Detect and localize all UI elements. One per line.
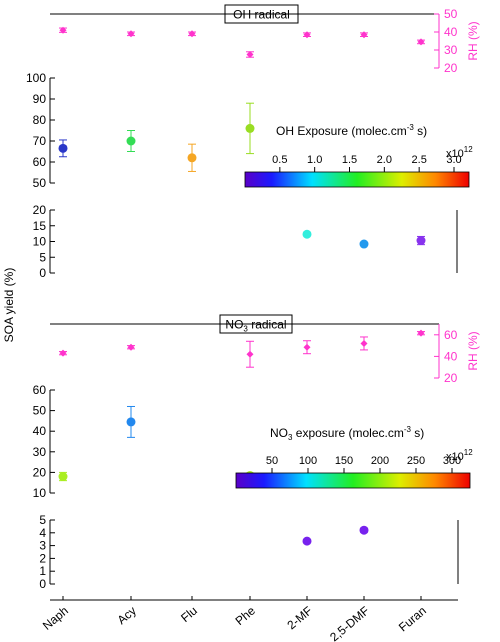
oh-upper-tick-label: 70 <box>33 134 47 148</box>
x-tick-label-2-MF: 2-MF <box>284 604 314 633</box>
oh-lower-point-2-MF <box>302 229 312 239</box>
no3-rh-point-Acy <box>127 343 135 351</box>
oh-rh-tick-label: 50 <box>444 7 458 21</box>
no3-colorbar-label: NO3 exposure (molec.cm-3 s) <box>270 425 424 442</box>
no3-rh-tick-label: 60 <box>444 328 458 342</box>
oh-cb-tick-label: 2.5 <box>412 154 427 166</box>
oh-lower-tick-label: 15 <box>33 219 47 233</box>
no3-colorbar-ticks: 50 100 150 200 250 300 <box>266 455 461 473</box>
no3-colorbar-multiplier: x1012 <box>446 448 473 463</box>
oh-upper-tick-label: 90 <box>33 92 47 106</box>
oh-rh-tick-label: 40 <box>444 25 458 39</box>
oh-lower-tick-label: 10 <box>33 235 47 249</box>
oh-rh-tick-label: 30 <box>444 43 458 57</box>
no3-lower-point-2,5-DMF <box>359 525 369 535</box>
no3-rh-point-Naph <box>59 349 67 357</box>
no3-cb-tick-label: 100 <box>299 455 317 467</box>
oh-upper-tick-label: 60 <box>33 155 47 169</box>
no3-lower-tick-label: 0 <box>39 577 46 591</box>
x-tick-label-Acy: Acy <box>115 604 139 628</box>
no3-upper-point-Acy <box>126 417 136 427</box>
oh-rh-point-Naph <box>59 26 67 34</box>
no3-cb-tick-label: 300 <box>443 455 461 467</box>
no3-upper-point-Naph <box>58 472 68 482</box>
no3-rh-point-Phe <box>246 350 254 358</box>
no3-rh-tick-label: 40 <box>444 349 458 363</box>
oh-rh-panel: 50 40 30 20 RH (%) <box>50 7 480 75</box>
x-axis: Naph Acy Flu Phe 2-MF 2,5-DMF Furan <box>40 596 458 642</box>
oh-upper-point-Acy <box>126 136 136 146</box>
oh-rh-point-Phe <box>246 51 254 58</box>
no3-upper-tick-label: 50 <box>33 404 47 418</box>
oh-cb-tick-label: 1.5 <box>342 154 357 166</box>
no3-lower-tick-label: 3 <box>39 539 46 553</box>
no3-rh-point-2,5-DMF <box>360 339 368 347</box>
oh-upper-point-Naph <box>58 143 68 153</box>
oh-lower-point-2,5-DMF <box>359 239 369 249</box>
oh-lower-tick-label: 20 <box>33 203 47 217</box>
oh-rh-ylabel: RH (%) <box>466 21 480 60</box>
y-axis-label: SOA yield (%) <box>2 268 16 343</box>
oh-upper-tick-label: 80 <box>33 113 47 127</box>
oh-rh-tick-label: 20 <box>444 61 458 75</box>
no3-colorbar-gradient <box>235 472 471 489</box>
oh-lower-tick-label: 0 <box>39 266 46 280</box>
no3-cb-tick-label: 150 <box>335 455 353 467</box>
no3-rh-tick-label: 20 <box>444 371 458 385</box>
no3-lower-tick-label: 1 <box>39 564 46 578</box>
no3-title: NO3 radical <box>225 318 286 334</box>
no3-rh-point-Furan <box>417 329 425 337</box>
no3-upper-tick-label: 20 <box>33 465 47 479</box>
oh-cb-tick-label: 1.0 <box>307 154 322 166</box>
x-tick-label-Naph: Naph <box>40 604 71 633</box>
oh-upper-point-Phe <box>245 123 255 133</box>
no3-upper-tick-label: 60 <box>33 383 47 397</box>
no3-cb-tick-label: 200 <box>371 455 389 467</box>
oh-lower-tick-label: 5 <box>39 250 46 264</box>
oh-colorbar: OH Exposure (molec.cm-3 s) 0.5 1.0 1.5 2.0 2… <box>244 123 473 188</box>
oh-upper-point-Flu <box>187 153 197 163</box>
no3-upper-tick-label: 30 <box>33 445 47 459</box>
oh-lower-panel: 20 15 105 0 <box>33 203 458 280</box>
oh-upper-tick-label: 50 <box>33 176 47 190</box>
oh-colorbar-gradient <box>244 171 470 188</box>
no3-lower-point-2-MF <box>302 536 312 546</box>
oh-upper-tick-label: 100 <box>26 71 46 85</box>
x-tick-label-Flu: Flu <box>178 604 200 625</box>
x-tick-label-Furan: Furan <box>396 604 429 635</box>
oh-rh-point-Acy <box>127 30 135 38</box>
oh-cb-tick-label: 2.0 <box>377 154 392 166</box>
no3-colorbar: NO3 exposure (molec.cm-3 s) 50 100 150 200 2… <box>235 425 473 489</box>
oh-cb-tick-label: 3.0 <box>446 154 461 166</box>
no3-cb-tick-label: 50 <box>266 455 278 467</box>
no3-upper-tick-label: 10 <box>33 486 47 500</box>
oh-rh-point-2-MF <box>303 31 311 39</box>
no3-upper-panel: 60 50 40 30 20 10 <box>33 383 255 500</box>
oh-rh-point-Furan <box>417 38 425 46</box>
no3-cb-tick-label: 250 <box>407 455 425 467</box>
oh-cb-tick-label: 0.5 <box>272 154 287 166</box>
no3-lower-tick-label: 2 <box>39 551 46 565</box>
oh-colorbar-ticks: 0.5 1.0 1.5 2.0 2.5 3.0 <box>272 154 462 172</box>
no3-upper-tick-label: 40 <box>33 424 47 438</box>
no3-rh-ylabel: RH (%) <box>466 331 480 370</box>
no3-rh-panel: 60 40 20 RH (%) <box>50 323 480 385</box>
no3-lower-tick-label: 4 <box>39 526 46 540</box>
oh-rh-point-2,5-DMF <box>360 31 368 39</box>
oh-upper-panel: 100 90 80 70 60 50 <box>26 71 255 190</box>
no3-rh-point-2-MF <box>303 343 311 351</box>
oh-rh-point-Flu <box>188 30 196 38</box>
x-tick-label-2,5-DMF: 2,5-DMF <box>327 604 372 642</box>
oh-lower-point-Furan <box>416 236 426 246</box>
x-tick-label-Phe: Phe <box>233 603 259 628</box>
oh-colorbar-multiplier: x1012 <box>446 145 473 160</box>
oh-colorbar-label: OH Exposure (molec.cm-3 s) <box>276 123 427 138</box>
no3-lower-tick-label: 5 <box>39 513 46 527</box>
